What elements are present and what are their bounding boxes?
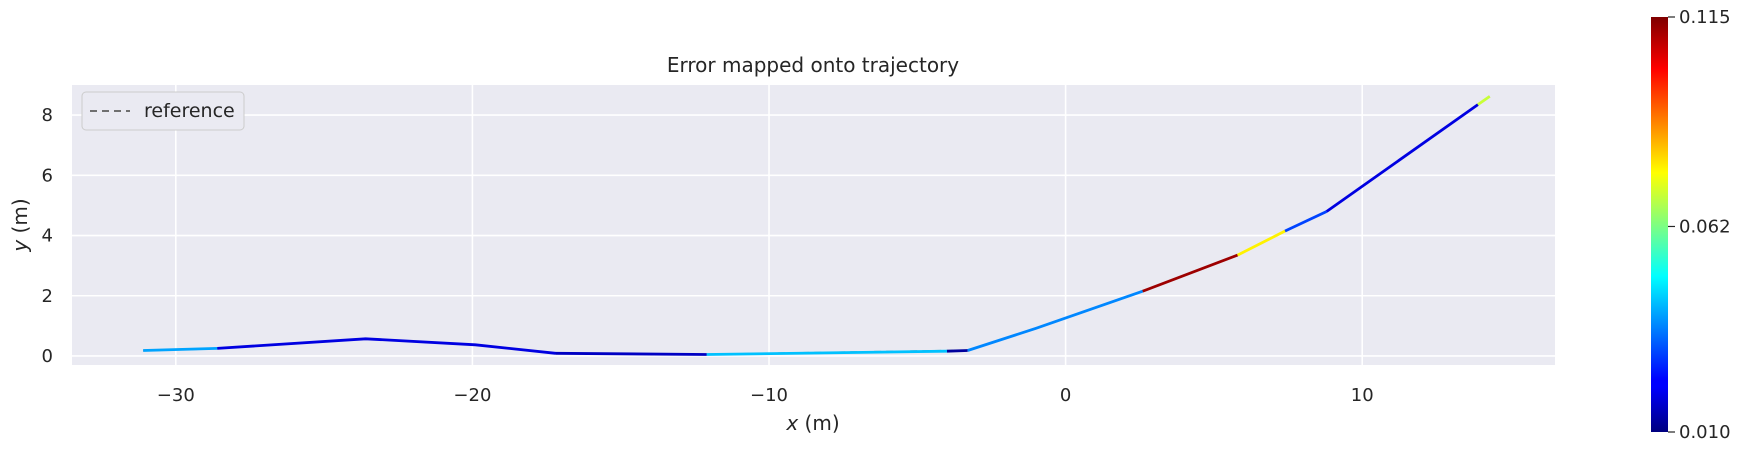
x-axis-label: x (m): [785, 411, 839, 435]
colorbar-ticks: 0.010 0.062 0.115: [1668, 7, 1731, 443]
y-tick-label: 4: [42, 226, 53, 247]
trajectory-segment: [706, 349, 948, 356]
legend-reference-label: reference: [144, 100, 235, 122]
trajectory-segment: [967, 289, 1144, 352]
trajectory-segment: [1142, 253, 1239, 293]
colorbar-tick-label: 0.010: [1679, 422, 1731, 443]
x-tick-label: −20: [453, 385, 491, 406]
y-tick-label: 0: [42, 346, 53, 367]
trajectory-segment: [1477, 95, 1491, 106]
chart-title: Error mapped onto trajectory: [667, 53, 959, 77]
y-tick-label: 8: [42, 105, 53, 126]
x-tick-label: −10: [750, 385, 788, 406]
legend: reference: [81, 91, 245, 131]
x-tick-label: 10: [1351, 385, 1374, 406]
trajectory-segment: [946, 349, 968, 353]
plot-area: [72, 85, 1555, 365]
y-axis-ticks: 0 2 4 6 8: [42, 105, 53, 367]
trajectory-segment: [217, 337, 556, 355]
x-tick-label: −30: [157, 385, 195, 406]
colorbar-tick-label: 0.115: [1679, 7, 1731, 28]
trajectory-segment: [143, 347, 218, 352]
colorbar: [1651, 17, 1668, 432]
grid-lines: [72, 85, 1555, 365]
trajectory-segment: [1284, 210, 1328, 233]
x-axis-ticks: −30 −20 −10 0 10: [157, 385, 1374, 406]
trajectory-segment: [1325, 103, 1479, 213]
y-axis-label: y (m): [8, 198, 32, 252]
legend-box: [81, 91, 245, 131]
y-tick-label: 2: [42, 286, 53, 307]
x-tick-label: 0: [1060, 385, 1071, 406]
colorbar-tick-label: 0.062: [1679, 216, 1731, 237]
trajectory-segment: [1236, 229, 1286, 257]
estimated-trajectory: [143, 95, 1491, 356]
trajectory-segment: [555, 351, 707, 356]
y-tick-label: 6: [42, 165, 53, 186]
